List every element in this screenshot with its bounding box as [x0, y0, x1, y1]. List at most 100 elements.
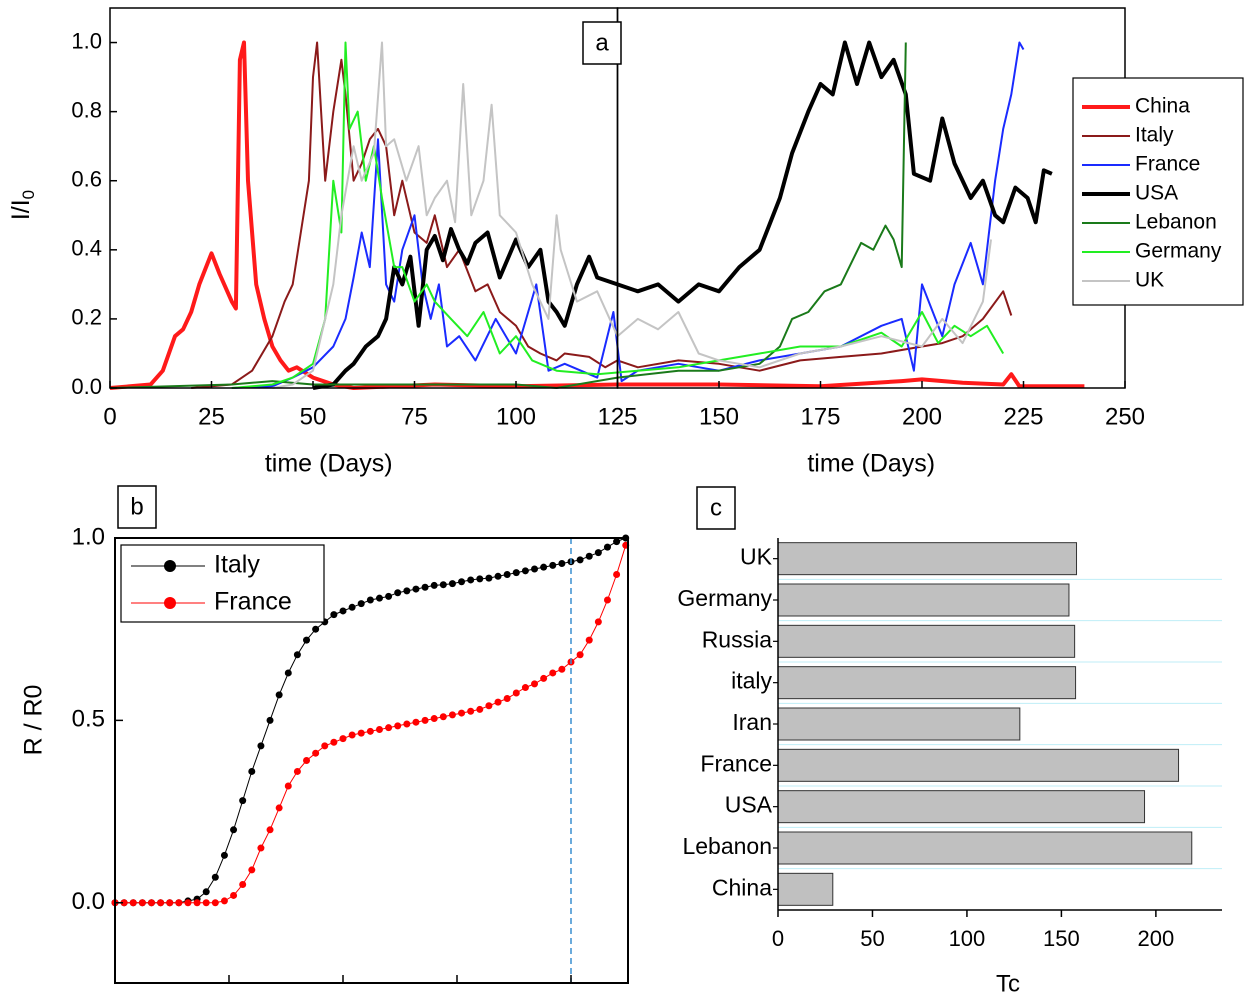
- y-tick-label: UK: [740, 544, 773, 570]
- legend-marker: [164, 560, 176, 572]
- data-point: [394, 722, 402, 730]
- data-line: [191, 41, 1013, 389]
- panel-label-box: [696, 486, 736, 530]
- x-axis-label: time (Days): [265, 450, 393, 478]
- x-tick-label: 125: [597, 403, 637, 430]
- data-point: [603, 596, 611, 604]
- data-point: [312, 749, 320, 757]
- x-tick-label: 175: [800, 403, 840, 430]
- data-point: [531, 565, 539, 573]
- x-tick-label: 50: [216, 998, 243, 1000]
- data-point: [120, 899, 128, 907]
- data-point: [239, 881, 247, 889]
- data-point: [202, 899, 210, 907]
- data-point: [303, 757, 311, 764]
- data-point: [467, 576, 475, 584]
- data-line: [231, 41, 1025, 389]
- y-tick-label: USA: [725, 792, 773, 818]
- y-tick-label: 0.8: [71, 97, 102, 122]
- data-point: [366, 727, 374, 735]
- x-tick-label: 200: [902, 403, 942, 430]
- data-point: [357, 729, 365, 737]
- x-tick-label: 200: [551, 998, 591, 1000]
- data-point: [284, 669, 292, 677]
- data-point: [585, 552, 593, 560]
- x-tick-label: 50: [860, 926, 884, 951]
- y-tick-label: 0.4: [71, 236, 102, 261]
- y-tick-label: France: [700, 750, 772, 776]
- y-tick-label: 0.6: [71, 167, 102, 192]
- data-point: [430, 581, 438, 589]
- data-point: [540, 563, 548, 571]
- y-tick-label: 0.0: [71, 374, 102, 399]
- data-point: [375, 594, 383, 602]
- data-point: [330, 738, 338, 746]
- bar: [777, 542, 1078, 576]
- x-tick-label: 225: [1003, 403, 1043, 430]
- plot-frame: [114, 537, 629, 984]
- data-point: [594, 618, 602, 626]
- y-tick-label: Iran: [732, 709, 772, 735]
- data-point: [512, 569, 520, 577]
- data-point: [503, 694, 511, 702]
- data-point: [248, 767, 256, 775]
- legend-label: Italy: [214, 551, 260, 579]
- data-line: [312, 40, 1053, 390]
- data-point: [549, 561, 557, 569]
- data-point: [613, 538, 621, 546]
- y-axis-label: R / R0: [20, 685, 48, 756]
- data-point: [485, 702, 493, 710]
- bar: [777, 872, 834, 906]
- x-tick-label: 150: [1043, 926, 1080, 951]
- bar: [777, 707, 1021, 741]
- data-point: [585, 636, 593, 644]
- data-point: [421, 716, 429, 724]
- x-tick-label: 50: [300, 403, 327, 430]
- bar: [777, 748, 1180, 782]
- legend-label: France: [1135, 153, 1200, 176]
- data-point: [293, 767, 301, 775]
- data-point: [284, 782, 292, 790]
- x-tick-label: 0: [108, 998, 121, 1000]
- data-point: [421, 583, 429, 591]
- x-tick-label: 100: [949, 926, 986, 951]
- data-point: [603, 543, 611, 551]
- legend-label: USA: [1135, 182, 1178, 205]
- data-point: [394, 589, 402, 597]
- data-point: [467, 707, 475, 715]
- y-tick-label: 0.2: [71, 305, 102, 330]
- data-point: [549, 669, 557, 677]
- data-point: [385, 724, 393, 732]
- data-point: [439, 581, 447, 589]
- data-point: [220, 897, 228, 905]
- data-point: [494, 572, 502, 580]
- data-point: [375, 725, 383, 733]
- y-tick-label: Lebanon: [682, 833, 772, 859]
- y-axis-label-sub: 0: [19, 190, 38, 199]
- data-point: [458, 709, 466, 717]
- data-point: [439, 713, 447, 721]
- data-point: [175, 899, 183, 907]
- legend-label: Italy: [1135, 124, 1174, 147]
- data-point: [257, 742, 265, 750]
- data-point: [430, 715, 438, 723]
- bar: [777, 666, 1077, 700]
- legend-label: UK: [1135, 269, 1164, 292]
- panel-label: c: [710, 494, 722, 521]
- plot-frame: [109, 7, 619, 389]
- data-point: [485, 574, 493, 582]
- data-point: [521, 684, 529, 692]
- data-point: [220, 851, 228, 859]
- data-point: [576, 651, 584, 659]
- data-point: [366, 596, 374, 604]
- data-point: [184, 899, 192, 907]
- data-point: [521, 567, 529, 575]
- data-point: [403, 720, 411, 728]
- y-tick-label: 1.0: [71, 28, 102, 53]
- data-point: [531, 680, 539, 688]
- bar: [777, 583, 1070, 617]
- data-point: [385, 592, 393, 600]
- data-point: [558, 560, 566, 568]
- x-axis-label: time (Days): [807, 450, 935, 478]
- y-axis-label: I/I0: [7, 190, 39, 220]
